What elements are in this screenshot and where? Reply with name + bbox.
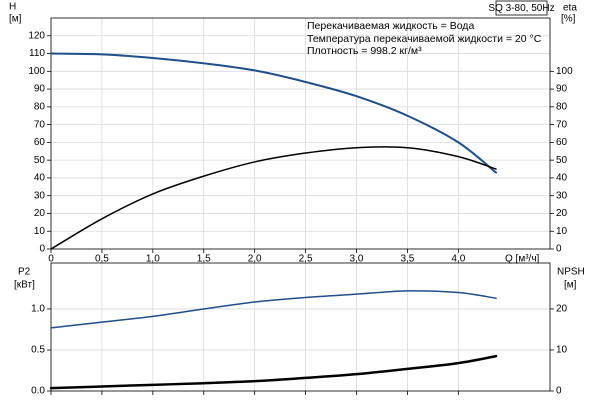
curve — [50, 290, 497, 329]
x-tick-label: 3,5 — [400, 254, 414, 265]
x-tick-label: 1,5 — [197, 254, 211, 265]
x-tick-label: 2,0 — [248, 254, 262, 265]
y2-tick-label: 10 — [556, 345, 568, 356]
y2-axis-label: NPSH — [557, 267, 585, 278]
y2-tick-label: 70 — [556, 119, 568, 130]
y-tick-label: 50 — [34, 155, 46, 166]
y2-tick-label: 90 — [556, 84, 568, 95]
x-tick-label: 3,0 — [350, 254, 364, 265]
annotation: Перекачиваемая жидкость = Вода — [307, 20, 474, 32]
y2-tick-label: 10 — [556, 226, 568, 237]
y-axis-unit: [кВт] — [14, 280, 35, 291]
y2-tick-label: 20 — [556, 304, 568, 315]
y-tick-label: 70 — [34, 119, 46, 130]
annotation: Температура перекачиваемой жидкости = 20… — [307, 33, 542, 45]
y2-tick-label: 0 — [556, 244, 562, 255]
y-axis-label: P2 — [18, 267, 31, 278]
x-tick-label: 2,5 — [299, 254, 313, 265]
y-tick-label: 0 — [39, 244, 45, 255]
y2-tick-label: 0 — [556, 386, 562, 397]
y-tick-label: 80 — [34, 101, 46, 112]
y-tick-label: 10 — [34, 226, 46, 237]
title-box — [495, 0, 548, 16]
plot-frame — [50, 262, 551, 392]
y2-axis-unit: [м] — [564, 280, 577, 291]
y2-tick-label: 30 — [556, 190, 568, 201]
y-tick-label: 0.5 — [31, 345, 45, 356]
x-tick-label: 0,5 — [95, 254, 109, 265]
y-tick-label: 30 — [34, 190, 46, 201]
y-tick-label: 120 — [28, 30, 45, 41]
x-tick-label: 4,0 — [451, 254, 465, 265]
y-tick-label: 100 — [28, 66, 45, 77]
y-tick-label: 90 — [34, 84, 46, 95]
x-axis-label: Q [м³/ч] — [505, 254, 540, 265]
y2-tick-label: 80 — [556, 101, 568, 112]
y-tick-label: 20 — [34, 208, 46, 219]
x-tick-label: 1,0 — [146, 254, 160, 265]
y-axis-unit: [м] — [9, 14, 22, 25]
y-tick-label: 0.0 — [31, 386, 45, 397]
curve — [49, 354, 498, 390]
y2-axis-label: eta — [563, 3, 577, 14]
annotation: Плотность = 998.2 кг/м³ — [307, 45, 422, 57]
y-tick-label: 40 — [34, 173, 46, 184]
y-tick-label: 1.0 — [31, 304, 45, 315]
y2-tick-label: 100 — [556, 66, 573, 77]
curve — [50, 146, 497, 250]
y2-tick-label: 40 — [556, 173, 568, 184]
y-tick-label: 110 — [29, 48, 45, 59]
y2-tick-label: 20 — [556, 208, 568, 219]
plot-frame — [50, 17, 551, 250]
grid — [50, 18, 550, 392]
curve — [50, 52, 498, 174]
y2-tick-label: 60 — [556, 137, 568, 148]
chart-title: SQ 3-80, 50Hz — [488, 3, 554, 14]
y-tick-label: 60 — [34, 137, 46, 148]
y2-tick-label: 50 — [556, 155, 568, 166]
x-tick-label: 0 — [48, 254, 54, 265]
y-axis-label: H — [9, 2, 16, 13]
y2-axis-unit: [%] — [561, 14, 576, 25]
